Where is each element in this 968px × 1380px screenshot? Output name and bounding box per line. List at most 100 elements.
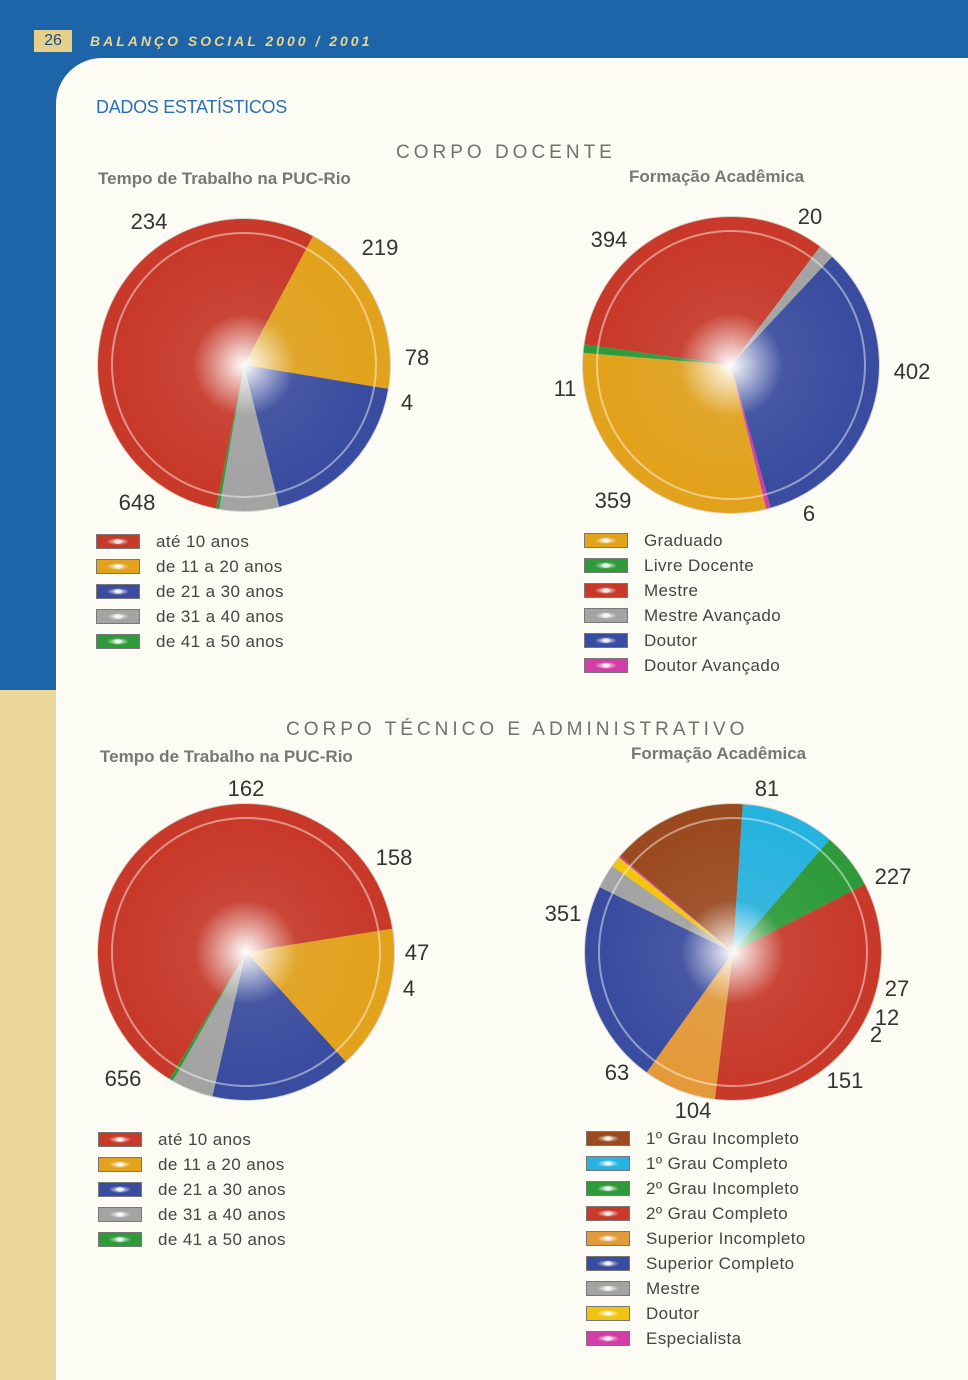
slice-superior-incompleto [646, 952, 733, 1099]
legend-item-livre-docente: Livre Docente [584, 553, 781, 578]
chart-title-docente-formacao: Formação Acadêmica [629, 167, 805, 186]
legend-label: Superior Completo [646, 1253, 795, 1273]
legend-label: de 11 a 20 anos [156, 556, 283, 576]
slice-de-31-a-40-anos [172, 952, 246, 1097]
legend-label: Doutor Avançado [644, 655, 781, 675]
value-label-mestre: 27 [885, 976, 909, 1001]
legend-swatch-superior-incompleto [586, 1231, 630, 1246]
value-label-de-21-a-30-anos: 158 [376, 845, 413, 870]
legend-docente-tempo: até 10 anos de 11 a 20 anos de 21 a 30 ano… [96, 529, 284, 654]
value-label-mestre-avancado: 20 [798, 204, 822, 229]
slice-graduado [582, 352, 767, 513]
legend-swatch-1-grau-completo [586, 1156, 630, 1171]
legend-item-mestre: Mestre [586, 1276, 806, 1301]
value-label-graduado: 359 [595, 488, 632, 513]
legend-label: Especialista [646, 1328, 742, 1348]
legend-label: Livre Docente [644, 555, 755, 575]
slice-mestre [599, 866, 733, 952]
chart-title-tecnico-tempo: Tempo de Trabalho na PUC-Rio [100, 747, 353, 766]
legend-item-mestre: Mestre [584, 578, 781, 603]
value-label-doutor: 12 [875, 1005, 899, 1030]
legend-label: até 10 anos [156, 531, 250, 551]
value-label-2-grau-completo: 351 [545, 901, 582, 926]
slice-1-grau-completo [733, 804, 830, 952]
slice-mestre-avancado [731, 246, 832, 365]
legend-swatch-2-grau-completo [586, 1206, 630, 1221]
legend-swatch-de-41-a-50-anos [98, 1232, 142, 1247]
value-label-livre-docente: 11 [554, 376, 577, 401]
pie-chart-2 [97, 803, 395, 1101]
legend-label: Doutor [644, 630, 698, 650]
slice-de-11-a-20-anos [246, 928, 395, 1062]
value-label-de-11-a-20-anos: 234 [131, 209, 168, 234]
slice-especialista [619, 856, 733, 952]
value-label-superior-incompleto: 81 [755, 776, 779, 801]
value-label-de-31-a-40-anos: 47 [405, 940, 429, 965]
pie-chart-1 [582, 216, 880, 514]
slice-de-21-a-30-anos [244, 365, 389, 507]
legend-swatch-de-31-a-40-anos [96, 609, 140, 624]
value-label-de-21-a-30-anos: 219 [362, 235, 399, 260]
value-label-de-41-a-50-anos: 4 [401, 390, 413, 415]
value-label-de-41-a-50-anos: 4 [403, 976, 415, 1001]
legend-swatch-doutor [586, 1306, 630, 1321]
legend-swatch-ate-10-anos [98, 1132, 142, 1147]
legend-label: 2º Grau Incompleto [646, 1178, 800, 1198]
pie-rim-highlight [111, 232, 377, 498]
legend-swatch-mestre [584, 583, 628, 598]
legend-label: de 21 a 30 anos [156, 581, 284, 601]
legend-swatch-livre-docente [584, 558, 628, 573]
legend-swatch-de-31-a-40-anos [98, 1207, 142, 1222]
legend-item-1-grau-incompleto: 1º Grau Incompleto [586, 1126, 806, 1151]
legend-docente-formacao: Graduado Livre Docente Mestre Mestre Avança… [584, 528, 781, 678]
slice-de-11-a-20-anos [244, 236, 391, 389]
slice-de-41-a-50-anos [216, 365, 244, 509]
legend-swatch-de-41-a-50-anos [96, 634, 140, 649]
slice-1-grau-incompleto [620, 804, 743, 952]
legend-tecnico-formacao: 1º Grau Incompleto 1º Grau Completo 2º Gra… [586, 1126, 806, 1351]
legend-swatch-especialista [586, 1331, 630, 1346]
legend-item-de-41-a-50-anos: de 41 a 50 anos [96, 629, 284, 654]
legend-label: 2º Grau Completo [646, 1203, 789, 1223]
pie-rim-highlight [596, 230, 866, 500]
legend-label: de 41 a 50 anos [156, 631, 284, 651]
pie-rim-highlight [111, 817, 381, 1087]
legend-item-mestre-avancado: Mestre Avançado [584, 603, 781, 628]
legend-item-superior-incompleto: Superior Incompleto [586, 1226, 806, 1251]
legend-item-de-21-a-30-anos: de 21 a 30 anos [98, 1177, 286, 1202]
legend-item-1-grau-completo: 1º Grau Completo [586, 1151, 806, 1176]
legend-swatch-ate-10-anos [96, 534, 140, 549]
slice-de-21-a-30-anos [212, 952, 346, 1101]
value-label-doutor-avancado: 6 [803, 501, 815, 526]
legend-swatch-doutor [584, 633, 628, 648]
legend-swatch-2-grau-incompleto [586, 1181, 630, 1196]
value-label-superior-completo: 227 [875, 864, 912, 889]
legend-item-de-31-a-40-anos: de 31 a 40 anos [96, 604, 284, 629]
legend-swatch-mestre [586, 1281, 630, 1296]
page-number: 26 [34, 30, 72, 52]
legend-label: Doutor [646, 1303, 700, 1323]
legend-item-superior-completo: Superior Completo [586, 1251, 806, 1276]
slice-ate-10-anos [98, 219, 313, 509]
legend-item-doutor: Doutor [586, 1301, 806, 1326]
legend-tecnico-tempo: até 10 anos de 11 a 20 anos de 21 a 30 ano… [98, 1127, 286, 1252]
legend-item-doutor-avancado: Doutor Avançado [584, 653, 781, 678]
group-title-corpo-tecnico: CORPO TÉCNICO E ADMINISTRATIVO [286, 719, 749, 740]
value-label-1-grau-completo: 104 [675, 1098, 712, 1123]
legend-item-de-21-a-30-anos: de 21 a 30 anos [96, 579, 284, 604]
legend-label: Superior Incompleto [646, 1228, 806, 1248]
slice-doutor [612, 857, 733, 952]
legend-item-de-41-a-50-anos: de 41 a 50 anos [98, 1227, 286, 1252]
legend-swatch-de-11-a-20-anos [96, 559, 140, 574]
value-label-1-grau-incompleto: 151 [827, 1068, 864, 1093]
pie-chart-0 [97, 218, 391, 512]
legend-swatch-doutor-avancado [584, 658, 628, 673]
slice-superior-completo [585, 887, 733, 1073]
legend-label: 1º Grau Completo [646, 1153, 789, 1173]
legend-swatch-de-21-a-30-anos [96, 584, 140, 599]
legend-label: de 41 a 50 anos [158, 1229, 286, 1249]
legend-label: de 31 a 40 anos [156, 606, 284, 626]
legend-label: 1º Grau Incompleto [646, 1128, 800, 1148]
legend-item-de-31-a-40-anos: de 31 a 40 anos [98, 1202, 286, 1227]
